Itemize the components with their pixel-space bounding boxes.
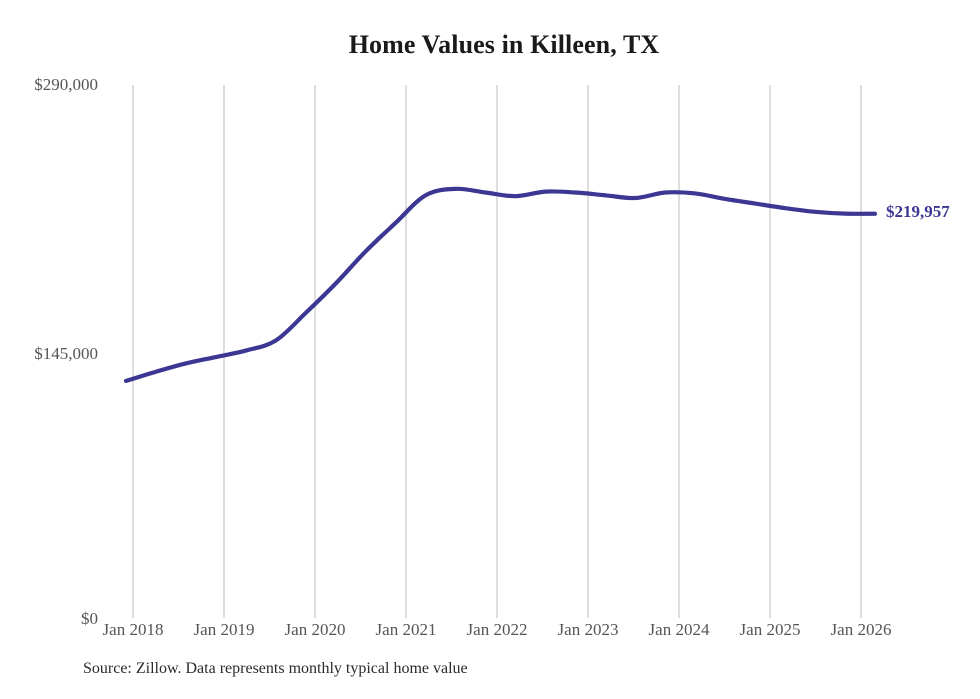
y-axis-tick-0: $0 <box>81 609 98 628</box>
x-axis-tick-jan-2023: Jan 2023 <box>557 620 619 639</box>
end-value-callout: $219,957 <box>886 201 950 221</box>
x-axis-tick-jan-2020: Jan 2020 <box>284 620 346 639</box>
x-axis-tick-jan-2018: Jan 2018 <box>102 620 164 639</box>
y-axis-tick-290000: $290,000 <box>34 75 98 94</box>
y-axis-tick-145000: $145,000 <box>34 344 98 363</box>
x-axis-tick-jan-2021: Jan 2021 <box>375 620 437 639</box>
x-axis-tick-jan-2024: Jan 2024 <box>648 620 710 639</box>
chart-title: Home Values in Killeen, TX <box>348 30 660 59</box>
home-value-line-series <box>123 186 878 384</box>
x-axis-tick-jan-2026: Jan 2026 <box>830 620 892 639</box>
x-axis-tick-jan-2019: Jan 2019 <box>193 620 255 639</box>
x-axis-tick-jan-2025: Jan 2025 <box>739 620 801 639</box>
x-axis-tick-jan-2022: Jan 2022 <box>466 620 528 639</box>
vertical-gridlines <box>132 85 862 618</box>
source-note: Source: Zillow. Data represents monthly … <box>83 660 468 677</box>
